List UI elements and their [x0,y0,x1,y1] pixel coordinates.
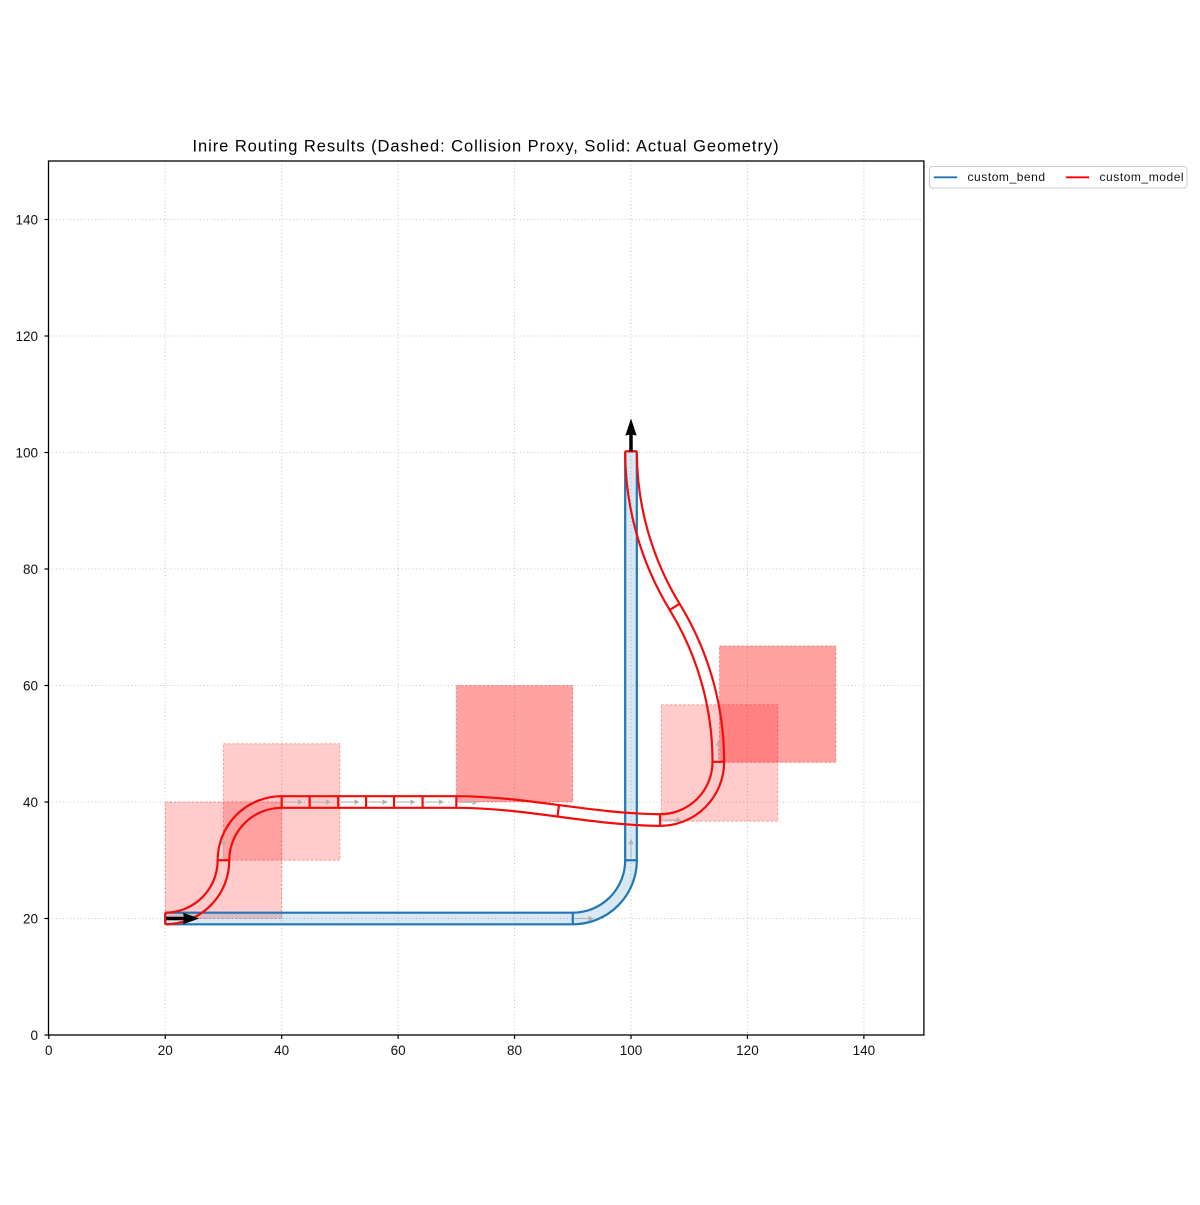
svg-text:80: 80 [507,1043,522,1058]
svg-text:140: 140 [853,1043,876,1058]
svg-text:custom_model: custom_model [1100,170,1185,184]
svg-text:40: 40 [274,1043,289,1058]
svg-text:120: 120 [15,329,38,344]
svg-text:20: 20 [158,1043,173,1058]
svg-text:140: 140 [15,213,38,228]
svg-text:80: 80 [23,562,38,577]
svg-text:60: 60 [23,679,38,694]
svg-text:60: 60 [391,1043,406,1058]
svg-text:100: 100 [620,1043,643,1058]
svg-text:120: 120 [736,1043,759,1058]
svg-text:Inire Routing Results (Dashed:: Inire Routing Results (Dashed: Collision… [192,138,779,156]
svg-text:100: 100 [15,446,38,461]
svg-text:20: 20 [23,912,38,927]
svg-text:0: 0 [45,1043,53,1058]
svg-text:40: 40 [23,795,38,810]
svg-text:0: 0 [30,1028,38,1043]
svg-text:custom_bend: custom_bend [968,170,1046,184]
